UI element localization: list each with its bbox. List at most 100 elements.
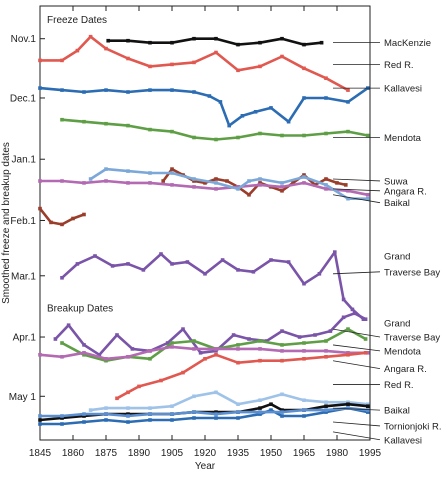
data-point [236, 347, 240, 351]
data-point [258, 131, 262, 136]
data-point [324, 96, 328, 100]
data-point [366, 196, 370, 201]
series-line [115, 351, 367, 400]
data-point [236, 42, 240, 47]
data-point [82, 181, 86, 185]
data-point [302, 173, 306, 177]
data-point [280, 181, 284, 185]
data-point [366, 404, 370, 408]
data-point [324, 187, 328, 191]
data-point [192, 347, 196, 351]
data-point [214, 349, 218, 353]
series-kallavesi-freeze [38, 86, 370, 128]
data-point [363, 351, 368, 355]
series-red-r-freeze [38, 34, 350, 92]
data-point [280, 329, 284, 333]
data-point [280, 133, 284, 138]
data-point [75, 262, 80, 266]
data-point [148, 418, 152, 422]
data-point [38, 58, 42, 63]
data-point [148, 406, 152, 410]
data-point [236, 410, 240, 414]
data-point [280, 349, 284, 353]
x-tick-label: 1950 [260, 448, 283, 459]
data-point [319, 40, 324, 45]
data-point [363, 317, 368, 321]
data-point [148, 171, 152, 175]
leader-line [332, 188, 381, 192]
data-point [302, 398, 306, 402]
data-point [170, 345, 174, 349]
data-point [346, 189, 350, 193]
data-point [181, 370, 185, 375]
series-label: Baikal [384, 406, 410, 417]
data-point [286, 260, 291, 264]
series-line [161, 167, 348, 197]
data-point [236, 402, 240, 406]
series-angara-r-freeze [38, 179, 370, 197]
leader-line [332, 360, 381, 370]
data-point [313, 333, 317, 337]
data-point [258, 406, 262, 410]
data-point [280, 36, 284, 41]
data-point [38, 206, 42, 211]
leader-line [332, 421, 381, 427]
series-line [60, 118, 370, 141]
data-point [218, 100, 223, 104]
data-point [240, 114, 245, 118]
series-line [38, 35, 350, 92]
leader-line [332, 194, 381, 204]
series-label: Grand [384, 319, 410, 330]
data-point [104, 179, 108, 183]
data-point [170, 412, 174, 416]
leader-line [332, 328, 381, 338]
data-point [214, 412, 218, 416]
data-point [192, 90, 196, 94]
data-point [38, 86, 42, 90]
data-point [82, 412, 86, 416]
data-point [126, 355, 130, 359]
axes-layer: 1845 1860 1875 1890 1905 1920 1935 1950 1965 1980… [1, 6, 382, 472]
data-point [220, 258, 225, 262]
data-point [302, 281, 306, 286]
data-point [236, 360, 240, 365]
data-point [192, 416, 196, 420]
data-point [115, 396, 119, 401]
series-label: Mendota [384, 133, 422, 144]
data-point [214, 416, 218, 420]
series-label: Traverse Bay [384, 333, 440, 344]
data-point [148, 127, 152, 132]
data-point [214, 177, 218, 181]
data-point [97, 353, 102, 357]
data-point [251, 270, 256, 274]
series-label: Kallavesi [384, 84, 422, 95]
data-point [192, 410, 196, 414]
data-point [126, 262, 130, 266]
data-point [207, 94, 212, 98]
plot-frame [39, 5, 371, 441]
data-point [350, 307, 355, 312]
data-point [161, 179, 165, 183]
data-point [324, 131, 328, 136]
series-line [38, 345, 370, 361]
data-point [280, 54, 284, 59]
series-angara-r-breakup [38, 345, 370, 361]
data-point [253, 110, 258, 114]
data-point [302, 42, 306, 47]
data-point [214, 410, 218, 414]
data-point [106, 38, 110, 43]
data-point [297, 335, 302, 339]
series-line [38, 207, 86, 226]
data-point [66, 323, 71, 327]
y-tick-label: Dec.1 [10, 93, 37, 104]
data-point [366, 351, 370, 355]
data-point [60, 117, 64, 122]
data-point [93, 254, 97, 258]
data-point [104, 121, 108, 126]
data-point [258, 64, 262, 69]
data-point [82, 420, 86, 424]
data-point [60, 179, 64, 183]
data-point [280, 358, 284, 363]
data-point [104, 46, 108, 51]
data-point [258, 358, 262, 363]
